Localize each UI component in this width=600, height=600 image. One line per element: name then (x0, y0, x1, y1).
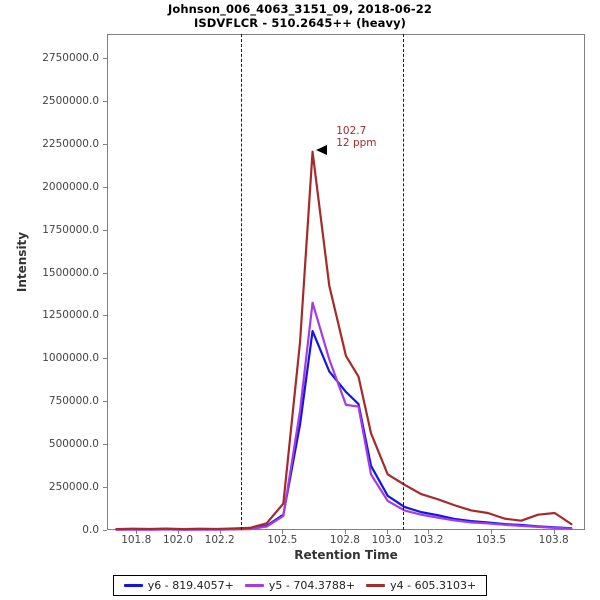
x-tick-mark (282, 530, 284, 534)
peak-annotation-ppm: 12 ppm (336, 136, 377, 149)
y-tick-label: 1250000.0 (42, 309, 99, 322)
x-tick-mark (344, 530, 346, 534)
x-tick-label: 102.8 (329, 534, 360, 546)
x-tick-mark (428, 530, 430, 534)
chart-title: Johnson_006_4063_3151_09, 2018-06-22 ISD… (0, 2, 600, 30)
legend-item[interactable]: y4 - 605.3103+ (366, 579, 476, 592)
integration-boundary-line (240, 34, 242, 530)
plot-area (107, 34, 585, 531)
y-tick-mark (103, 143, 107, 145)
y-tick-label: 1750000.0 (42, 223, 99, 236)
legend-label-y6: y6 - 819.4057+ (147, 579, 234, 592)
x-tick-label: 101.8 (121, 534, 152, 546)
y-tick-mark (103, 100, 107, 102)
series-line (115, 329, 573, 531)
chart-title-line-1: Johnson_006_4063_3151_09, 2018-06-22 (167, 2, 433, 16)
x-tick-mark (491, 530, 493, 534)
x-tick-mark (386, 530, 388, 534)
x-axis-label: Retention Time (294, 548, 398, 562)
x-tick-label: 102.2 (204, 534, 235, 546)
x-tick-mark (553, 530, 555, 534)
y-tick-label: 2500000.0 (42, 94, 99, 107)
x-tick-label: 103.0 (371, 534, 402, 546)
y-tick-label: 250000.0 (48, 481, 99, 494)
y-tick-mark (103, 444, 107, 446)
x-tick-mark (177, 530, 179, 534)
chart-title-line-2: ISDVFLCR - 510.2645++ (heavy) (193, 16, 407, 30)
series-line (115, 301, 573, 531)
x-tick-label: 102.0 (162, 534, 193, 546)
y-tick-mark (103, 58, 107, 60)
peak-arrow-icon (316, 144, 328, 155)
y-tick-label: 1000000.0 (42, 352, 99, 365)
legend-swatch-y6 (123, 584, 143, 587)
legend-label-y4: y4 - 605.3103+ (390, 579, 477, 592)
y-tick-label: 0.0 (82, 524, 99, 536)
x-tick-mark (136, 530, 138, 534)
y-tick-mark (103, 487, 107, 489)
legend-swatch-y4 (366, 584, 386, 587)
legend-item[interactable]: y5 - 704.3788+ (244, 579, 356, 592)
peak-annotation-rt: 102.7 (336, 124, 367, 137)
x-tick-label: 103.5 (476, 534, 507, 546)
peak-annotation: 102.7 12 ppm (336, 125, 376, 149)
y-tick-label: 1500000.0 (42, 266, 99, 279)
legend-label-y5: y5 - 704.3788+ (268, 579, 356, 592)
y-tick-label: 750000.0 (48, 395, 99, 408)
x-tick-label: 102.5 (267, 534, 298, 546)
legend-item[interactable]: y6 - 819.4057+ (123, 579, 234, 592)
y-tick-label: 500000.0 (48, 438, 99, 451)
integration-boundary-line (403, 34, 405, 530)
y-tick-mark (103, 401, 107, 403)
y-tick-mark (103, 272, 107, 274)
x-tick-label: 103.2 (413, 534, 444, 546)
legend: y6 - 819.4057+ y5 - 704.3788+ y4 - 605.3… (113, 575, 487, 596)
y-tick-mark (103, 229, 107, 231)
y-tick-mark (103, 186, 107, 188)
y-tick-mark (103, 315, 107, 317)
series-line (115, 150, 573, 531)
legend-swatch-y5 (244, 584, 264, 587)
y-tick-mark (103, 358, 107, 360)
y-tick-label: 2000000.0 (42, 180, 99, 193)
y-axis-label: Intensity (15, 231, 29, 293)
y-tick-label: 2250000.0 (42, 137, 99, 150)
series-lines (115, 150, 573, 531)
y-tick-mark (103, 530, 107, 531)
x-tick-label: 103.8 (538, 534, 569, 546)
y-tick-label: 2750000.0 (42, 52, 99, 65)
x-tick-mark (219, 530, 221, 534)
